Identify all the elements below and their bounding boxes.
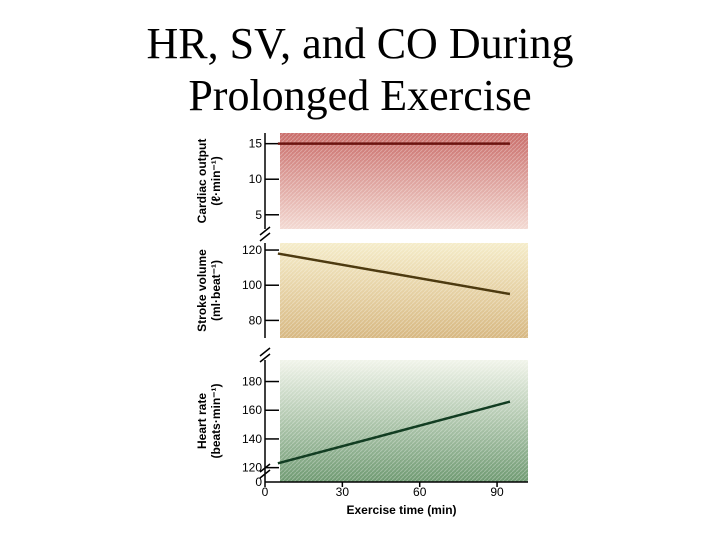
y-tick-label-cardiac-output: 10 bbox=[249, 172, 263, 186]
slide-title: HR, SV, and CO During Prolonged Exercise bbox=[0, 18, 720, 122]
y-tick-label-stroke-volume: 120 bbox=[242, 243, 262, 257]
x-tick-label: 90 bbox=[490, 485, 504, 499]
y-axis-title-heart-rate: Heart rate bbox=[195, 393, 209, 449]
y-tick-label-heart-rate: 120 bbox=[242, 461, 262, 475]
axis-break-mark bbox=[259, 232, 271, 242]
y-origin-label: 0 bbox=[255, 475, 262, 489]
axis-break-mark bbox=[259, 469, 271, 479]
panel-texture-cardiac-output bbox=[280, 133, 528, 229]
x-tick-label: 0 bbox=[262, 485, 269, 499]
axis-break-mark bbox=[259, 463, 271, 473]
y-axis-units-heart-rate: (beats·min⁻¹) bbox=[209, 383, 223, 458]
y-axis-title-stroke-volume: Stroke volume bbox=[195, 249, 209, 332]
x-axis: 0 30 60 90 Exercise time (min) 0 bbox=[255, 226, 528, 517]
panel-cardiac-output: 5 10 15 Cardiac output (ℓ·min⁻¹) bbox=[195, 133, 528, 229]
panel-texture-heart-rate bbox=[280, 360, 528, 482]
series-line-heart-rate bbox=[277, 400, 511, 465]
y-tick-label-stroke-volume: 100 bbox=[242, 278, 262, 292]
axis-break-mark bbox=[259, 353, 271, 363]
axis-break-mark bbox=[259, 347, 271, 357]
y-tick-label-heart-rate: 160 bbox=[242, 403, 262, 417]
y-tick-label-stroke-volume: 80 bbox=[249, 313, 263, 327]
panel-heart-rate: 120 140 160 180 Heart rate (beats·min⁻¹) bbox=[195, 360, 528, 482]
slide-title-line-2: Prolonged Exercise bbox=[188, 71, 532, 120]
y-axis-units-cardiac-output: (ℓ·min⁻¹) bbox=[209, 156, 223, 206]
y-tick-label-cardiac-output: 5 bbox=[255, 208, 262, 222]
panel-stroke-volume: 80 100 120 Stroke volume (ml·beat⁻¹) bbox=[195, 243, 528, 338]
y-tick-label-heart-rate: 180 bbox=[242, 375, 262, 389]
x-tick-label: 30 bbox=[336, 485, 350, 499]
y-tick-label-heart-rate: 140 bbox=[242, 432, 262, 446]
y-axis-units-stroke-volume: (ml·beat⁻¹) bbox=[209, 260, 223, 321]
x-axis-title: Exercise time (min) bbox=[346, 503, 456, 517]
axis-break-mark bbox=[259, 226, 271, 236]
y-tick-label-cardiac-output: 15 bbox=[249, 137, 263, 151]
y-axis-title-cardiac-output: Cardiac output bbox=[195, 139, 209, 224]
series-line-stroke-volume bbox=[277, 252, 511, 296]
x-tick-label: 60 bbox=[413, 485, 427, 499]
slide-title-line-1: HR, SV, and CO During bbox=[146, 19, 574, 68]
